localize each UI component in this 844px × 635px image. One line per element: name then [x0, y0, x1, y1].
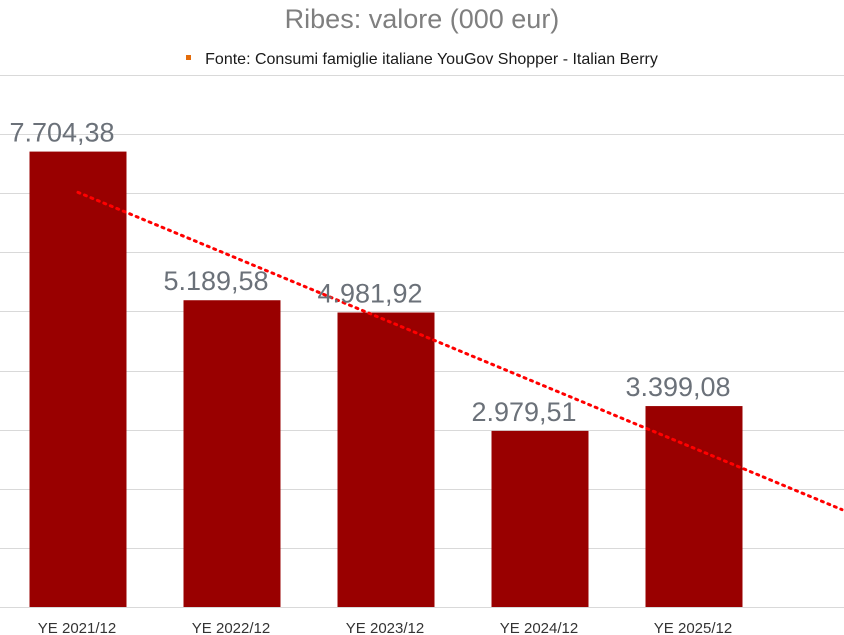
x-tick-label: YE 2021/12: [38, 620, 116, 635]
chart-title: Ribes: valore (000 eur): [284, 4, 560, 34]
legend-marker: [186, 55, 192, 61]
x-tick-label: YE 2023/12: [346, 620, 424, 635]
data-label: 7.704,38: [9, 118, 114, 148]
chart-legend: Fonte: Consumi famiglie italiane YouGov …: [0, 51, 844, 69]
data-label: 2.979,51: [471, 397, 576, 427]
bar: [337, 312, 435, 607]
data-label: 3.399,08: [625, 372, 730, 402]
x-tick-label: YE 2025/12: [654, 620, 732, 635]
value-labels: 7.704,38 5.189,58 4.981,92 2.979,51 3.399,08: [9, 118, 730, 427]
legend-label: Fonte: Consumi famiglie italiane YouGov …: [205, 51, 658, 68]
bars: [29, 151, 743, 607]
trendline: [76, 190, 844, 512]
x-axis: YE 2021/12 YE 2022/12 YE 2023/12 YE 2024/12…: [0, 607, 844, 635]
x-tick-label: YE 2024/12: [500, 620, 578, 635]
bar: [29, 151, 127, 607]
bar: [645, 406, 743, 607]
trendline-line: [76, 190, 844, 512]
x-tick-label: YE 2022/12: [192, 620, 270, 635]
bar: [491, 430, 589, 607]
data-label: 5.189,58: [163, 266, 268, 296]
bar: [183, 300, 281, 607]
data-label: 4.981,92: [317, 279, 422, 309]
